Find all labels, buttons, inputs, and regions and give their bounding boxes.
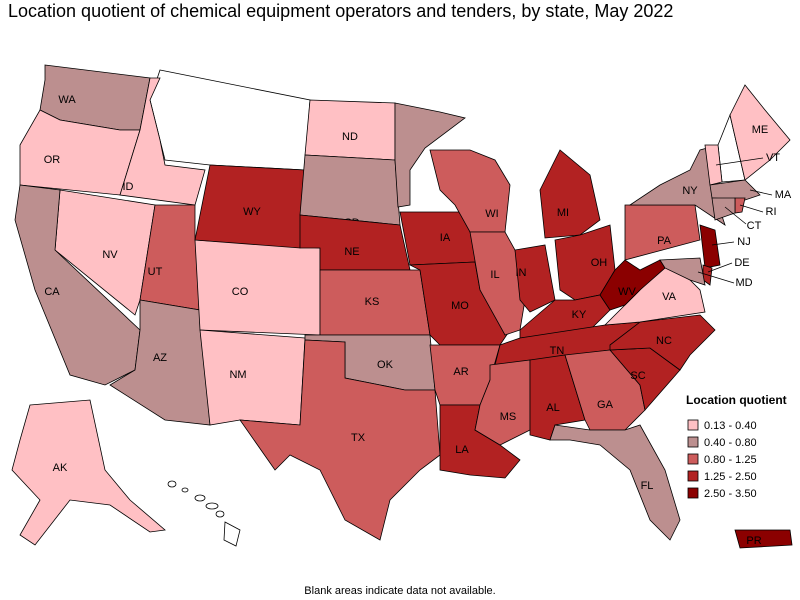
legend-label: 1.25 - 2.50 (704, 471, 757, 483)
state-label: TX (351, 432, 366, 444)
state-label: NE (344, 246, 359, 258)
state-label: NV (102, 249, 118, 261)
state-label: FL (641, 480, 654, 492)
state (119, 77, 206, 206)
legend-label: 0.40 - 0.80 (704, 437, 757, 449)
legend: Location quotient 0.13 - 0.40 0.40 - 0.80… (686, 393, 787, 500)
state (539, 149, 601, 239)
state-label: GA (597, 399, 614, 411)
state (299, 154, 401, 226)
state (699, 224, 721, 269)
state-label: MA (775, 189, 792, 201)
state-label: AL (546, 402, 559, 414)
state-label: TN (550, 345, 565, 357)
state (239, 339, 441, 541)
hawaii (167, 480, 241, 547)
state-label: IN (516, 267, 527, 279)
state (624, 204, 701, 261)
legend-label: 0.13 - 0.40 (704, 420, 757, 432)
state-label: WY (243, 206, 261, 218)
legend-label: 2.50 - 3.50 (704, 488, 757, 500)
legend-swatch (687, 453, 699, 465)
legend-swatch (687, 419, 699, 431)
state-label: KY (572, 309, 587, 321)
state (14, 184, 141, 386)
legend-swatch (687, 436, 699, 448)
state (194, 239, 321, 336)
map-title: Location quotient of chemical equipment … (8, 1, 673, 21)
state (599, 259, 666, 311)
leader-line (739, 204, 764, 213)
state (711, 197, 736, 221)
state-label: AZ (153, 352, 167, 364)
state-label: DE (734, 257, 749, 269)
state-label: CT (747, 220, 762, 232)
state (11, 399, 166, 546)
state-label: SC (630, 370, 645, 382)
leader-line (715, 157, 764, 166)
state (734, 529, 793, 549)
state-label: NJ (737, 236, 750, 248)
state (549, 424, 681, 541)
state-label: RI (766, 206, 777, 218)
leader-line (711, 241, 735, 246)
state-label: CA (44, 286, 60, 298)
state (469, 231, 526, 336)
state-label: VA (662, 291, 677, 303)
state (709, 179, 761, 201)
state-label: PR (746, 535, 761, 547)
state-label: PA (657, 235, 672, 247)
legend-title: Location quotient (686, 393, 787, 407)
state-label: IA (440, 232, 451, 244)
state-label: ID (123, 181, 134, 193)
state-label: NC (656, 335, 672, 347)
state (199, 329, 306, 426)
state-label: KS (365, 296, 380, 308)
legend-swatch (687, 487, 699, 499)
state-label: WV (618, 286, 636, 298)
state-label: OK (377, 359, 394, 371)
state (609, 314, 716, 371)
leader-line (707, 262, 733, 273)
state (394, 102, 466, 208)
leader-line (724, 206, 747, 225)
leader-line (749, 189, 773, 196)
state (704, 144, 723, 186)
state-label: OR (44, 154, 61, 166)
state-label: WA (58, 94, 76, 106)
state-label: VT (766, 152, 780, 164)
state-label: MS (500, 411, 517, 423)
state-label: MI (557, 207, 569, 219)
state-label: CO (232, 286, 249, 298)
state-label: MD (735, 277, 752, 289)
state-label: NY (682, 185, 698, 197)
state-label: OH (591, 257, 608, 269)
legend-swatch (687, 470, 699, 482)
state-blank (149, 69, 311, 171)
state-label: LA (455, 444, 469, 456)
state-label: MO (451, 300, 469, 312)
state-label: IL (490, 269, 499, 281)
state (734, 197, 746, 214)
footnote: Blank areas indicate data not available. (304, 585, 495, 597)
state (659, 257, 706, 286)
state-label: AK (53, 462, 68, 474)
state-label: WI (485, 208, 498, 220)
state-label: UT (148, 266, 163, 278)
states: WAORIDNVCAUTAZCONMWYNDSDNEKSOKTXMNIAMOAR… (11, 64, 793, 549)
state-label: ND (342, 131, 358, 143)
state-label: AR (453, 366, 468, 378)
state (514, 244, 556, 313)
leader-line (697, 271, 735, 284)
legend-label: 0.80 - 1.25 (704, 454, 757, 466)
state-label: ME (752, 124, 769, 136)
state-label: NM (229, 369, 246, 381)
